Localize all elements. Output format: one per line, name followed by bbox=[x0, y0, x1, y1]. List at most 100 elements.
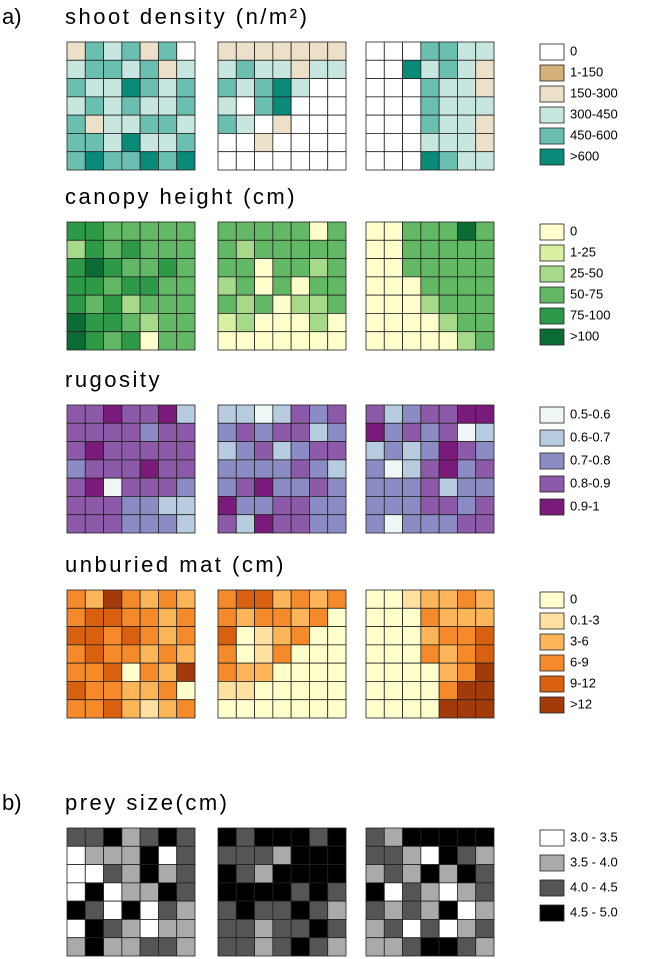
grid-cell bbox=[365, 662, 385, 682]
grid-cell bbox=[103, 864, 123, 884]
grid-cell bbox=[235, 699, 255, 719]
grid-cell bbox=[121, 900, 141, 920]
grid-cell bbox=[139, 294, 159, 314]
grid-cell bbox=[272, 258, 292, 278]
legend-label: 6-9 bbox=[570, 654, 589, 669]
legend-swatch bbox=[539, 328, 565, 346]
grid-cell bbox=[121, 331, 141, 351]
grid-cell bbox=[272, 900, 292, 920]
grid-cell bbox=[103, 441, 123, 461]
grid-cell bbox=[176, 422, 196, 442]
grid-cell bbox=[272, 313, 292, 333]
grid-cell bbox=[217, 133, 237, 153]
grid-cell bbox=[66, 41, 86, 61]
grid-cell bbox=[103, 607, 123, 627]
legend-swatch bbox=[539, 406, 565, 424]
grid-cell bbox=[420, 239, 440, 259]
grid-cell bbox=[272, 78, 292, 98]
grid-cell bbox=[272, 59, 292, 79]
grid-cell bbox=[420, 681, 440, 701]
grid-cell bbox=[457, 258, 477, 278]
grid-cell bbox=[402, 276, 422, 296]
grid-cell bbox=[327, 882, 347, 902]
grid-cell bbox=[176, 845, 196, 865]
grid-cell bbox=[290, 151, 310, 171]
grid-cell bbox=[103, 589, 123, 609]
grid-cell bbox=[383, 900, 403, 920]
grid-cell bbox=[438, 699, 458, 719]
grid-cell bbox=[438, 59, 458, 79]
grid-cell bbox=[254, 258, 274, 278]
grid-cell bbox=[402, 827, 422, 847]
grid-cell bbox=[158, 845, 178, 865]
grid-cell bbox=[290, 882, 310, 902]
grid-cell bbox=[457, 133, 477, 153]
grid-cell bbox=[235, 151, 255, 171]
grid-cell bbox=[327, 331, 347, 351]
grid-cell bbox=[254, 133, 274, 153]
grid-cell bbox=[121, 133, 141, 153]
grid-cell bbox=[254, 699, 274, 719]
grid-cell bbox=[84, 827, 104, 847]
grid-cell bbox=[438, 589, 458, 609]
grid-cell bbox=[402, 78, 422, 98]
grid-cell bbox=[272, 133, 292, 153]
grid-cell bbox=[365, 96, 385, 116]
panel-title: prey size(cm) bbox=[65, 790, 230, 815]
grid-cell bbox=[121, 644, 141, 664]
grid-cell bbox=[66, 626, 86, 646]
grid-cell bbox=[457, 404, 477, 424]
grid-cell bbox=[103, 151, 123, 171]
grid-cell bbox=[176, 78, 196, 98]
grid-cell bbox=[272, 294, 292, 314]
grid-cell bbox=[327, 681, 347, 701]
grid-cell bbox=[66, 477, 86, 497]
grid-cell bbox=[365, 404, 385, 424]
grid-cell bbox=[235, 937, 255, 957]
grid-cell bbox=[327, 662, 347, 682]
grid-cell bbox=[475, 477, 495, 497]
grid-cell bbox=[327, 313, 347, 333]
grid-cell bbox=[121, 882, 141, 902]
legend-label: 0.9-1 bbox=[570, 498, 600, 513]
grid-cell bbox=[475, 514, 495, 534]
grid-cell bbox=[327, 258, 347, 278]
grid-cell bbox=[272, 919, 292, 939]
grid-cell bbox=[327, 864, 347, 884]
grid-cell bbox=[420, 919, 440, 939]
grid-cell bbox=[438, 845, 458, 865]
legend-label: 9-12 bbox=[570, 675, 596, 690]
grid-cell bbox=[84, 313, 104, 333]
grid-cell bbox=[475, 681, 495, 701]
grid-cell bbox=[103, 276, 123, 296]
grid-cell bbox=[272, 404, 292, 424]
grid-cell bbox=[327, 937, 347, 957]
grid-cell bbox=[309, 919, 329, 939]
grid-cell bbox=[383, 41, 403, 61]
grid-cell bbox=[84, 477, 104, 497]
grid-cell bbox=[309, 221, 329, 241]
legend-label: 0.8-0.9 bbox=[570, 475, 610, 490]
grid-cell bbox=[438, 133, 458, 153]
grid-cell bbox=[217, 276, 237, 296]
grid-cell bbox=[103, 827, 123, 847]
grid-cell bbox=[235, 331, 255, 351]
grid-cell bbox=[66, 331, 86, 351]
grid-cell bbox=[66, 133, 86, 153]
grid-cell bbox=[309, 477, 329, 497]
grid-cell bbox=[365, 919, 385, 939]
grid-cell bbox=[217, 514, 237, 534]
grid-cell bbox=[66, 662, 86, 682]
grid-cell bbox=[158, 239, 178, 259]
grid-cell bbox=[402, 644, 422, 664]
grid-cell bbox=[327, 96, 347, 116]
grid-cell bbox=[217, 589, 237, 609]
grid-cell bbox=[402, 151, 422, 171]
grid-cell bbox=[365, 59, 385, 79]
grid-cell bbox=[176, 331, 196, 351]
grid-cell bbox=[139, 864, 159, 884]
grid-cell bbox=[365, 681, 385, 701]
grid-cell bbox=[176, 864, 196, 884]
legend-label: 0.6-0.7 bbox=[570, 429, 610, 444]
grid-cell bbox=[272, 626, 292, 646]
